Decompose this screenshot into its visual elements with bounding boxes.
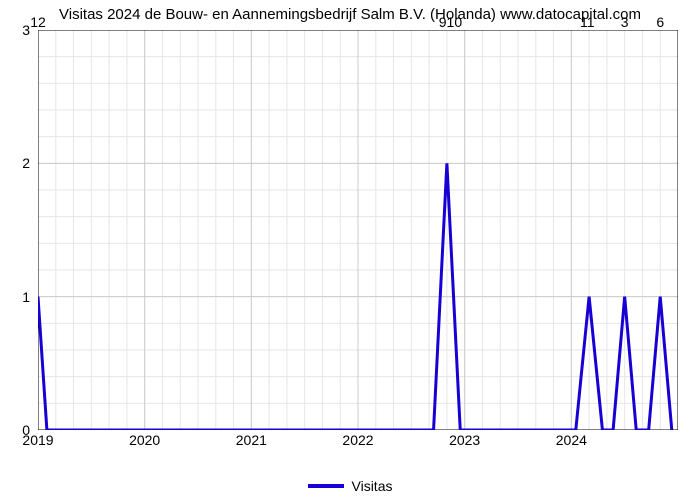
x-tick-label: 2021 xyxy=(236,432,267,448)
peak-value-label: 12 xyxy=(30,14,46,30)
x-tick-label: 2019 xyxy=(22,432,53,448)
chart-svg xyxy=(38,30,678,430)
x-tick-label: 2020 xyxy=(129,432,160,448)
legend-swatch xyxy=(308,484,344,488)
y-tick-label: 2 xyxy=(0,155,30,171)
x-tick-label: 2024 xyxy=(556,432,587,448)
plot-area xyxy=(38,30,678,430)
legend-label: Visitas xyxy=(352,478,393,494)
y-tick-label: 3 xyxy=(0,22,30,38)
legend: Visitas xyxy=(0,478,700,494)
x-tick-label: 2023 xyxy=(449,432,480,448)
chart-container: { "chart": { "type": "line", "title": "V… xyxy=(0,0,700,500)
y-tick-label: 1 xyxy=(0,289,30,305)
peak-value-label: 3 xyxy=(621,14,629,30)
x-tick-label: 2022 xyxy=(342,432,373,448)
peak-value-label: 910 xyxy=(439,14,462,30)
peak-value-label: 6 xyxy=(656,14,664,30)
peak-value-label: 11 xyxy=(580,14,595,30)
